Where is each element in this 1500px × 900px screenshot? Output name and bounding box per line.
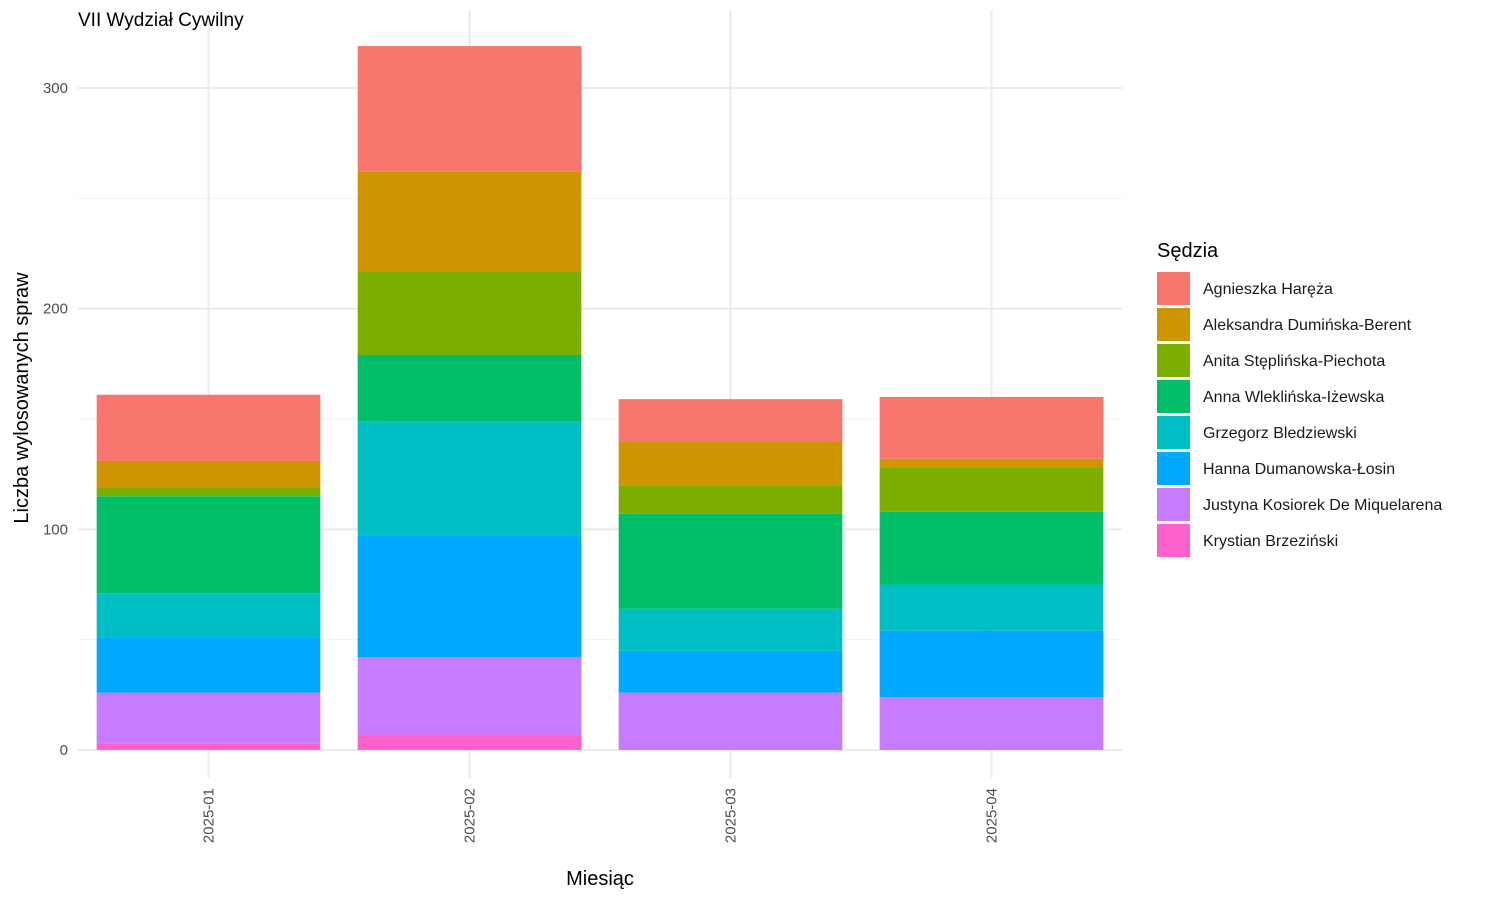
legend-label: Anita Stęplińska-Piechota (1203, 353, 1385, 370)
x-axis-ticks: 2025-01 2025-02 2025-03 2025-04 (201, 788, 1001, 843)
legend-label: Justyna Kosiorek De Miquelarena (1203, 497, 1442, 514)
bar-segment (96, 637, 321, 693)
bar-segment (618, 441, 843, 486)
bars (96, 46, 1104, 750)
bar-segment (357, 46, 582, 172)
legend-swatch (1157, 308, 1190, 341)
bar-segment (357, 171, 582, 272)
bar-segment (96, 593, 321, 638)
legend-label: Hanna Dumanowska-Łosin (1203, 461, 1395, 478)
bar-segment (879, 630, 1104, 698)
bar-segment (879, 584, 1104, 631)
x-axis-title: Miesiąc (566, 868, 634, 890)
y-tick-label: 200 (43, 301, 68, 318)
bar-segment (618, 692, 843, 750)
bar-segment (879, 458, 1104, 468)
bar-segment (96, 692, 321, 744)
legend-swatch (1157, 488, 1190, 521)
bar-segment (96, 460, 321, 488)
bar-segment (357, 535, 582, 658)
bar-segment (879, 396, 1104, 459)
bar-segment (879, 697, 1104, 750)
bar-segment (96, 394, 321, 461)
legend-swatch (1157, 416, 1190, 449)
bar-segment (96, 487, 321, 497)
legend-label: Agnieszka Haręża (1203, 281, 1333, 298)
y-axis-title: Liczba wylosowanych spraw (11, 272, 33, 524)
legend-swatch (1157, 344, 1190, 377)
y-tick-label: 100 (43, 521, 68, 538)
bar-segment (618, 650, 843, 693)
bar-segment (618, 608, 843, 651)
legend-swatch (1157, 272, 1190, 305)
bar-segment (357, 271, 582, 356)
bar-segment (357, 734, 582, 750)
bar-segment (96, 743, 321, 750)
y-tick-label: 300 (43, 80, 68, 97)
x-tick-label: 2025-04 (984, 788, 1001, 843)
legend-title: Sędzia (1157, 240, 1219, 262)
bar-segment (618, 485, 843, 514)
legend-label: Aleksandra Dumińska-Berent (1203, 317, 1412, 334)
bar-segment (96, 496, 321, 594)
x-tick-label: 2025-03 (723, 788, 740, 843)
bar-segment (879, 467, 1104, 512)
y-axis-ticks: 0 100 200 300 (43, 80, 68, 759)
bar-segment (357, 657, 582, 735)
legend-swatch (1157, 380, 1190, 413)
legend: Sędzia Agnieszka Haręża Aleksandra Dumińs… (1157, 240, 1442, 557)
x-tick-label: 2025-02 (462, 788, 479, 843)
bar-segment (618, 399, 843, 442)
bar-segment (618, 513, 843, 609)
bar-segment (357, 421, 582, 536)
chart-title: VII Wydział Cywilny (78, 10, 244, 31)
legend-label: Anna Wleklińska-Iżewska (1203, 389, 1385, 406)
bar-segment (879, 511, 1104, 585)
legend-swatch (1157, 452, 1190, 485)
legend-label: Krystian Brzeziński (1203, 533, 1338, 550)
legend-swatch (1157, 524, 1190, 557)
legend-label: Grzegorz Bledziewski (1203, 425, 1357, 442)
bar-segment (357, 355, 582, 422)
y-tick-label: 0 (60, 742, 68, 759)
x-tick-label: 2025-01 (201, 788, 218, 843)
